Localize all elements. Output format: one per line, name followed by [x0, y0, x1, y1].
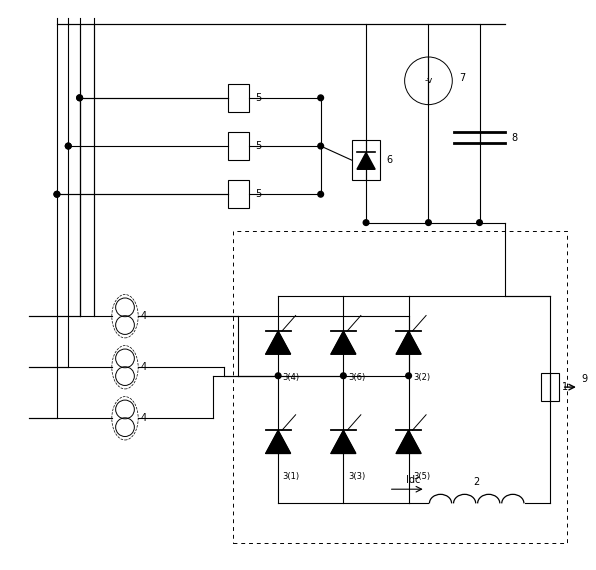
- Circle shape: [66, 143, 71, 149]
- Text: 2: 2: [474, 478, 480, 487]
- Bar: [228, 84, 249, 112]
- Circle shape: [77, 95, 82, 101]
- Polygon shape: [396, 430, 421, 454]
- Bar: [541, 373, 560, 401]
- Polygon shape: [331, 430, 356, 454]
- Circle shape: [477, 220, 482, 226]
- Bar: [228, 180, 249, 209]
- Circle shape: [318, 143, 324, 149]
- Text: 6: 6: [386, 155, 392, 165]
- Polygon shape: [266, 331, 291, 354]
- Circle shape: [426, 220, 432, 226]
- Text: 1: 1: [562, 382, 568, 392]
- Text: 5: 5: [255, 189, 261, 200]
- Text: 8: 8: [512, 132, 518, 142]
- Circle shape: [340, 373, 346, 378]
- Circle shape: [66, 143, 71, 149]
- Text: 3(6): 3(6): [348, 373, 365, 382]
- Polygon shape: [396, 331, 421, 354]
- Circle shape: [363, 220, 369, 226]
- Circle shape: [318, 192, 324, 197]
- Text: 9: 9: [582, 374, 588, 384]
- Text: Idc: Idc: [406, 475, 420, 485]
- Bar: [352, 140, 380, 180]
- Text: -v: -v: [424, 76, 433, 86]
- Polygon shape: [357, 153, 375, 169]
- Text: 3(2): 3(2): [413, 373, 430, 382]
- Text: 3(5): 3(5): [413, 472, 430, 481]
- Polygon shape: [331, 331, 356, 354]
- Text: 5: 5: [255, 93, 261, 103]
- Bar: [228, 132, 249, 160]
- Text: 5: 5: [255, 141, 261, 151]
- Text: 4: 4: [140, 311, 147, 321]
- Circle shape: [406, 373, 411, 378]
- Text: 7: 7: [459, 73, 465, 83]
- Text: 3(4): 3(4): [283, 373, 300, 382]
- Polygon shape: [266, 430, 291, 454]
- Circle shape: [77, 95, 82, 101]
- Circle shape: [54, 192, 60, 197]
- Text: 3(3): 3(3): [348, 472, 365, 481]
- Text: 4: 4: [140, 363, 147, 372]
- Circle shape: [275, 373, 281, 378]
- Circle shape: [318, 95, 324, 101]
- Text: 4: 4: [140, 413, 147, 424]
- Text: 3(1): 3(1): [283, 472, 300, 481]
- Bar: [233, 231, 567, 543]
- Circle shape: [54, 192, 60, 197]
